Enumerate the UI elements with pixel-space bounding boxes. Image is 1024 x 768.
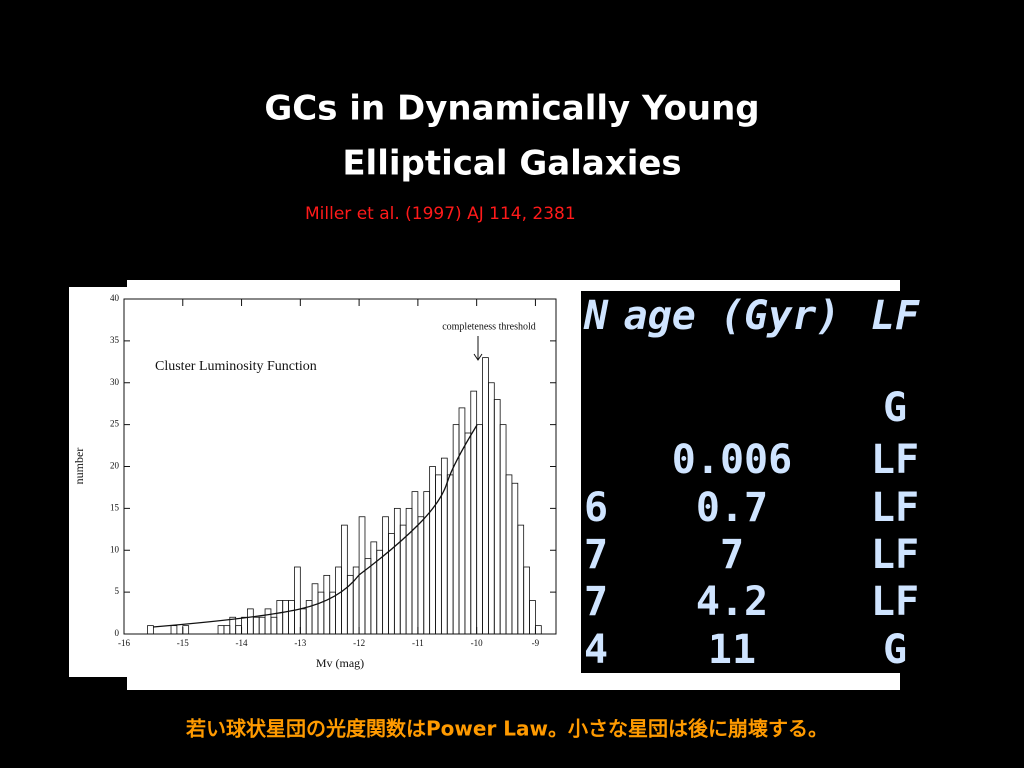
title-line: Elliptical Galaxies bbox=[342, 144, 681, 184]
chart-panel bbox=[69, 287, 580, 677]
y-tick-label: 15 bbox=[110, 502, 120, 512]
table-cell: 0.7 bbox=[696, 485, 768, 531]
arrow bbox=[473, 336, 483, 361]
x-tick-label: -14 bbox=[236, 638, 248, 648]
y-tick-label: 5 bbox=[115, 586, 120, 596]
table-cell: 4 bbox=[584, 627, 608, 673]
table-cell: LF bbox=[871, 579, 919, 625]
table-cell: LF bbox=[871, 437, 919, 483]
y-tick-label: 35 bbox=[110, 335, 120, 345]
table-cell: LF bbox=[871, 485, 919, 531]
table-cell: 7 bbox=[584, 532, 608, 578]
table-cell: 7 bbox=[584, 579, 608, 625]
x-tick-label: -16 bbox=[118, 638, 130, 648]
table-cell: 6 bbox=[584, 485, 608, 531]
chart-title: Cluster Luminosity Function bbox=[155, 359, 317, 374]
table-cell: LF bbox=[871, 532, 919, 578]
x-tick-label: -10 bbox=[471, 638, 483, 648]
x-tick-label: -15 bbox=[177, 638, 189, 648]
table-header: LF bbox=[871, 293, 920, 339]
table-cell: 0.006 bbox=[672, 437, 792, 483]
x-label: Mv (mag) bbox=[316, 656, 364, 670]
bar bbox=[182, 625, 190, 635]
y-label: number bbox=[72, 448, 86, 485]
title-line: GCs in Dynamically Young bbox=[264, 89, 759, 129]
y-tick-label: 10 bbox=[110, 544, 120, 554]
table-panel bbox=[581, 291, 948, 673]
y-tick-label: 25 bbox=[110, 419, 120, 429]
table-cell: G bbox=[883, 627, 907, 673]
x-tick-label: -12 bbox=[353, 638, 365, 648]
y-tick-label: 30 bbox=[110, 377, 120, 387]
annotation: completeness threshold bbox=[442, 321, 536, 332]
table-cell: 7 bbox=[720, 532, 744, 578]
y-tick-label: 20 bbox=[110, 461, 120, 471]
table-header: age (Gyr) bbox=[624, 293, 841, 339]
bar bbox=[529, 600, 536, 635]
table-cell: G bbox=[883, 385, 907, 431]
y-tick-label: 40 bbox=[110, 293, 120, 303]
table-cell: 11 bbox=[708, 627, 756, 673]
table-header: N bbox=[583, 293, 609, 339]
footer: 若い球状星団の光度関数はPower Law。小さな星団は後に崩壊する。 bbox=[185, 717, 828, 741]
bar bbox=[535, 625, 542, 635]
x-tick-label: -13 bbox=[294, 638, 306, 648]
bar bbox=[147, 625, 154, 635]
y-tick-label: 0 bbox=[115, 628, 120, 638]
x-tick-label: -9 bbox=[532, 638, 540, 648]
table-cell: 4.2 bbox=[696, 579, 768, 625]
bar bbox=[294, 566, 301, 635]
x-tick-label: -11 bbox=[412, 638, 424, 648]
fit-curve bbox=[152, 424, 478, 628]
citation: Miller et al. (1997) AJ 114, 2381 bbox=[305, 204, 576, 224]
